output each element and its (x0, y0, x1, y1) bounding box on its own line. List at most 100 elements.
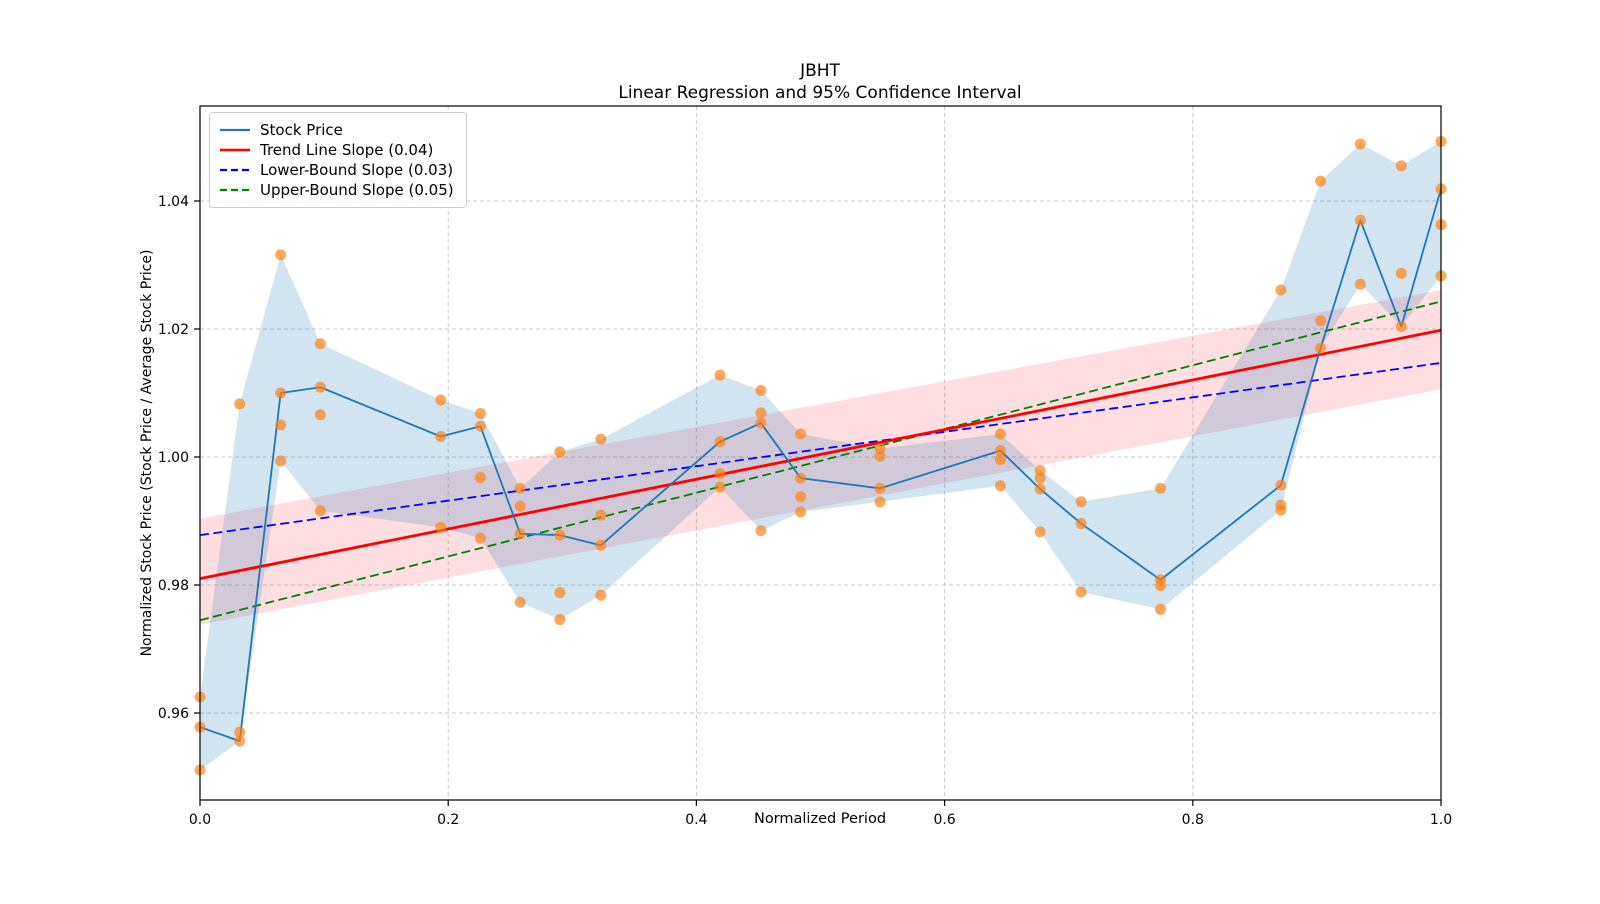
scatter-point (474, 532, 486, 544)
scatter-point (714, 468, 726, 480)
stock-price-line-swatch (220, 128, 250, 132)
tick-marks (194, 200, 1442, 806)
scatter-point (595, 539, 607, 551)
scatter-point (314, 338, 326, 350)
x-tick-label: 0.8 (1182, 812, 1204, 828)
legend-item-stock-price: Stock Price (220, 120, 454, 140)
scatter-point (234, 726, 246, 738)
scatter-point (275, 455, 287, 467)
scatter-point (595, 589, 607, 601)
scatter-point (1075, 586, 1087, 598)
y-tick-label: 1.04 (158, 194, 189, 210)
scatter-point (1315, 175, 1327, 187)
scatter-point (994, 428, 1006, 440)
scatter-point (1395, 320, 1407, 332)
scatter-point (514, 500, 526, 512)
upper-bound-line-swatch (220, 188, 250, 192)
scatter-point (714, 436, 726, 448)
scatter-point (275, 387, 287, 399)
axes-frame (199, 105, 1442, 801)
legend-label-trend-line: Trend Line Slope (0.04) (260, 141, 434, 159)
legend-label-lower-bound: Lower-Bound Slope (0.03) (260, 161, 454, 179)
scatter-point (755, 525, 767, 537)
scatter-point (514, 482, 526, 494)
legend-item-upper-bound: Upper-Bound Slope (0.05) (220, 180, 454, 200)
scatter-point (795, 428, 807, 440)
scatter-point (474, 420, 486, 432)
scatter-point (595, 433, 607, 445)
upper-bound-line (199, 300, 1442, 622)
scatter-point (1034, 483, 1046, 495)
legend-item-trend-line: Trend Line Slope (0.04) (220, 140, 454, 160)
scatter-point (874, 450, 886, 462)
legend-label-upper-bound: Upper-Bound Slope (0.05) (260, 181, 454, 199)
legend: Stock Price Trend Line Slope (0.04) Lowe… (209, 112, 467, 208)
y-axis-label: Normalized Stock Price (Stock Price / Av… (139, 249, 155, 657)
chart-title: JBHT (800, 61, 840, 81)
scatter-point (1155, 603, 1167, 615)
scatter-point (874, 482, 886, 494)
scatter-point (795, 506, 807, 518)
scatter-point (1395, 160, 1407, 172)
scatter-point (1395, 267, 1407, 279)
scatter-point (994, 445, 1006, 457)
scatter-point (1034, 464, 1046, 476)
x-tick-label: 0.2 (437, 812, 459, 828)
scatter-point (275, 249, 287, 261)
legend-label-stock-price: Stock Price (260, 121, 343, 139)
scatter-point (1075, 518, 1087, 530)
scatter-point (714, 369, 726, 381)
scatter-point (1275, 284, 1287, 296)
scatter-point (554, 587, 566, 599)
scatter-point (275, 419, 287, 431)
scatter-point (1354, 138, 1366, 150)
y-tick-label: 1.02 (158, 322, 189, 338)
scatter-point (234, 735, 246, 747)
scatter-point (1034, 526, 1046, 538)
scatter-point (314, 409, 326, 421)
scatter-point (595, 509, 607, 521)
trend-line (199, 328, 1442, 580)
scatter-point (554, 529, 566, 541)
scatter-point (1155, 482, 1167, 494)
trend-line-swatch (220, 148, 250, 152)
y-tick-label: 0.98 (158, 578, 189, 594)
scatter-point (755, 417, 767, 429)
y-tick-label: 0.96 (158, 706, 189, 722)
scatter-point (554, 614, 566, 626)
scatter-point (795, 472, 807, 484)
scatter-point (1354, 214, 1366, 226)
scatter-point (874, 443, 886, 455)
scatter-point (554, 446, 566, 458)
x-axis-label: Normalized Period (753, 811, 887, 827)
scatter-point (435, 521, 447, 533)
x-tick-label: 1.0 (1430, 812, 1452, 828)
scatter-point (1315, 342, 1327, 354)
y-tick-label: 1.00 (158, 450, 189, 466)
confidence-interval-band (200, 289, 1441, 625)
scatter-point (1275, 504, 1287, 516)
scatter-point (435, 431, 447, 443)
scatter-point (714, 481, 726, 493)
legend-item-lower-bound: Lower-Bound Slope (0.03) (220, 160, 454, 180)
scatter-point (234, 398, 246, 410)
scatter-point (1354, 278, 1366, 290)
scatter-point (994, 480, 1006, 492)
scatter-point (874, 496, 886, 508)
scatter-point (795, 491, 807, 503)
x-tick-label: 0.4 (685, 812, 707, 828)
scatter-point (994, 454, 1006, 466)
scatter-point (514, 528, 526, 540)
scatter-point (314, 381, 326, 393)
scatter-point (1315, 315, 1327, 327)
stock-price-line (199, 188, 1442, 743)
tick-labels: 0.0 0.2 0.4 0.6 0.8 1.0 0.96 0.98 1.00 1.02 1.04 (158, 194, 1452, 828)
scatter-point (1275, 479, 1287, 491)
x-tick-label: 0.0 (189, 812, 211, 828)
x-tick-label: 0.6 (933, 812, 955, 828)
scatter-point (474, 471, 486, 483)
scatter-point (1034, 472, 1046, 484)
scatter-point (755, 407, 767, 419)
lower-bound-line-swatch (220, 168, 250, 172)
